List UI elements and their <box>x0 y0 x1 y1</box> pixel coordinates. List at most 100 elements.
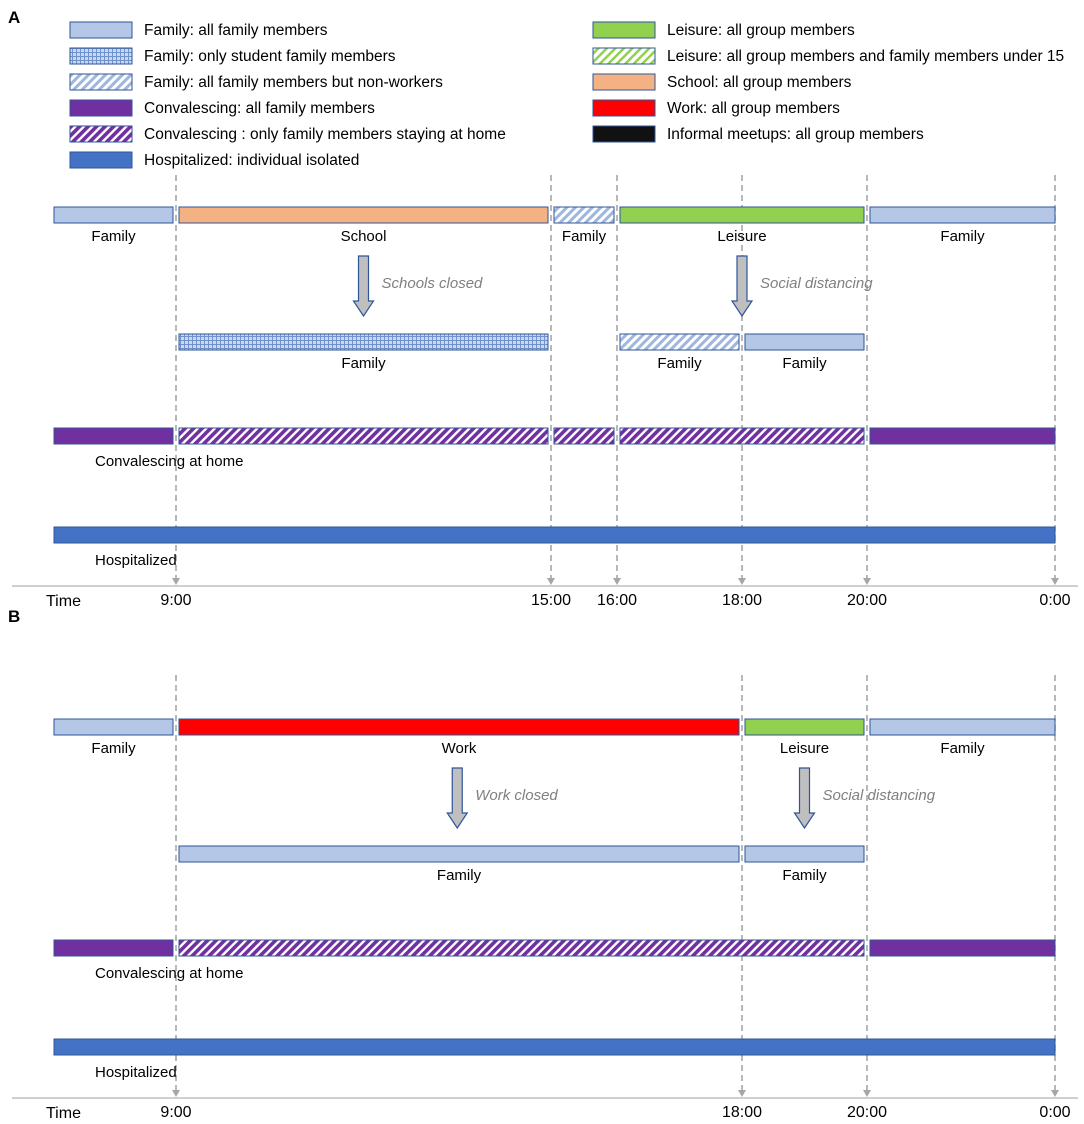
segment-label: Family <box>657 355 702 372</box>
segment-work <box>178 718 740 736</box>
legend-swatch-school <box>592 73 656 91</box>
row-label: Hospitalized <box>95 552 177 569</box>
segment-family <box>744 845 865 863</box>
down-arrow-icon <box>730 255 754 318</box>
segment-label: Family <box>782 867 827 884</box>
guide-arrowhead <box>172 1090 180 1097</box>
segment-label: Leisure <box>780 740 829 757</box>
row-convalescing: Convalescing at home <box>53 427 1056 470</box>
time-tick-label: 20:00 <box>847 592 887 609</box>
time-tick-label: 15:00 <box>531 592 571 609</box>
legend-text: Informal meetups: all group members <box>667 126 924 143</box>
segment-school <box>178 206 549 224</box>
legend-text: Family: all family members but non-worke… <box>144 74 443 91</box>
down-arrow-icon <box>446 767 469 830</box>
segment-convalescing-hatch <box>178 939 865 957</box>
segment-family <box>619 333 740 351</box>
annotation-label: Social distancing <box>760 275 873 292</box>
guide-arrowhead <box>1051 1090 1059 1097</box>
legend-swatch-hospitalized <box>69 151 133 169</box>
legend-text: Leisure: all group members <box>667 22 855 39</box>
segment-convalescing <box>53 427 174 445</box>
legend-swatch-family-grid <box>69 47 133 65</box>
legend-swatch-family-hatch <box>69 73 133 91</box>
guide-arrowhead <box>613 578 621 585</box>
row-restricted: Family Family Family <box>178 333 865 372</box>
row-hospitalized: Hospitalized <box>53 1038 1056 1081</box>
legend-text: Convalescing: all family members <box>144 100 375 117</box>
legend-swatch-leisure-hatch <box>592 47 656 65</box>
legend-swatch-work <box>592 99 656 117</box>
segment-label: Family <box>940 740 985 757</box>
legend-swatch-leisure <box>592 21 656 39</box>
time-tick-label: 18:00 <box>722 1104 762 1121</box>
legend-right: Leisure: all group members Leisure: all g… <box>592 21 1064 143</box>
segment-label: Family <box>437 867 482 884</box>
annotation-label: Schools closed <box>382 275 484 292</box>
segment-label: Work <box>442 740 477 757</box>
time-tick-label: 9:00 <box>160 1104 191 1121</box>
legend-swatch-informal <box>592 125 656 143</box>
segment-hospitalized <box>53 526 1056 544</box>
time-tick-label: 9:00 <box>160 592 191 609</box>
segment-family <box>178 845 740 863</box>
row-label: Convalescing at home <box>95 965 243 982</box>
segment-hospitalized <box>53 1038 1056 1056</box>
legend-text: Family: all family members <box>144 22 328 39</box>
segment-convalescing <box>869 427 1056 445</box>
segment-convalescing-hatch <box>619 427 865 445</box>
segment-label: Leisure <box>717 228 766 245</box>
legend-text: Hospitalized: individual isolated <box>144 152 359 169</box>
row-convalescing: Convalescing at home <box>53 939 1056 982</box>
guide-arrowhead <box>547 578 555 585</box>
row-restricted: Family Family <box>178 845 865 884</box>
legend-text: Family: only student family members <box>144 48 396 65</box>
panel-label: B <box>8 607 20 626</box>
time-tick-label: 0:00 <box>1039 1104 1070 1121</box>
time-tick-label: 18:00 <box>722 592 762 609</box>
down-arrow-icon <box>793 767 816 830</box>
segment-label: Family <box>91 740 136 757</box>
segment-family <box>53 206 174 224</box>
row-label: Hospitalized <box>95 1064 177 1081</box>
segment-family <box>553 206 615 224</box>
time-tick-label: 20:00 <box>847 1104 887 1121</box>
time-axis-label: Time <box>46 1105 81 1122</box>
guide-arrowhead <box>863 1090 871 1097</box>
time-axis-label: Time <box>46 593 81 610</box>
segment-family <box>178 333 549 351</box>
segment-leisure <box>619 206 865 224</box>
segment-family <box>869 206 1056 224</box>
panels: A 9:00 15:00 16:00 18:00 20:00 0:00 Time Family S… <box>8 8 1078 1122</box>
panel-b: B 9:00 18:00 20:00 0:00 Time Family Work Leisure… <box>8 607 1078 1122</box>
legend-text: Convalescing : only family members stayi… <box>144 126 506 143</box>
segment-label: Family <box>562 228 607 245</box>
legend-swatch-convalescing <box>69 99 133 117</box>
segment-family <box>869 718 1056 736</box>
panel-a: A 9:00 15:00 16:00 18:00 20:00 0:00 Time Family S… <box>8 8 1078 610</box>
legend-text: Leisure: all group members and family me… <box>667 48 1064 65</box>
annotation-label: Work closed <box>475 787 558 804</box>
time-tick-label: 0:00 <box>1039 592 1070 609</box>
segment-label: Family <box>91 228 136 245</box>
segment-label: Family <box>940 228 985 245</box>
legend-swatch-convalescing-hatch <box>69 125 133 143</box>
legend-text: Work: all group members <box>667 100 840 117</box>
time-tick-label: 16:00 <box>597 592 637 609</box>
down-arrow-icon <box>352 255 375 318</box>
segment-family <box>744 333 865 351</box>
guide-arrowhead <box>172 578 180 585</box>
row-hospitalized: Hospitalized <box>53 526 1056 569</box>
guide-arrowhead <box>863 578 871 585</box>
segment-convalescing <box>53 939 174 957</box>
panel-label: A <box>8 8 20 27</box>
segment-convalescing-hatch <box>553 427 615 445</box>
row-schedule: Family Work Leisure Family <box>53 718 1056 757</box>
segment-label: Family <box>341 355 386 372</box>
segment-convalescing-hatch <box>178 427 549 445</box>
segment-label: Family <box>782 355 827 372</box>
segment-family <box>53 718 174 736</box>
segment-label: School <box>341 228 387 245</box>
legend-text: School: all group members <box>667 74 852 91</box>
